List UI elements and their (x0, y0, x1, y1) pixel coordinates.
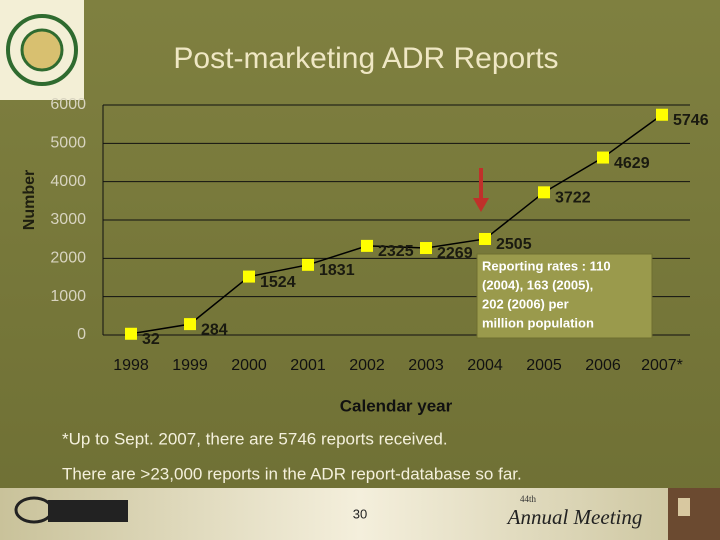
logo-mark (48, 500, 128, 522)
photo-window (678, 498, 690, 516)
y-tick-label: 4000 (50, 173, 86, 190)
arrow-head (473, 198, 489, 212)
page-number: 30 (353, 506, 367, 521)
meeting-name: Annual Meeting (506, 505, 643, 529)
dia-logo (14, 496, 128, 524)
marker (184, 318, 196, 331)
meeting-number: 44th (520, 494, 537, 504)
data-label: 5746 (673, 112, 709, 129)
data-label: 3722 (555, 190, 591, 207)
annotation-box (476, 253, 653, 339)
y-tick-label: 6000 (50, 96, 86, 113)
note: *Up to Sept. 2007, there are 5746 report… (62, 429, 448, 448)
data-label: 2325 (378, 243, 414, 260)
marker (538, 186, 550, 199)
marker (243, 270, 255, 283)
x-tick-label: 2007* (641, 357, 683, 374)
chart-title: Post-marketing ADR Reports (173, 42, 558, 75)
logo-emblem-core (20, 28, 64, 72)
marker (125, 327, 137, 340)
annotation: (2004), 163 (2005), (482, 277, 593, 292)
annotation: 202 (2006) per (482, 296, 569, 311)
y-tick-label: 1000 (50, 288, 86, 305)
marker (597, 151, 609, 164)
x-tick-label: 2005 (526, 357, 562, 374)
x-tick-label: 1999 (172, 357, 208, 374)
x-tick-label: 2004 (467, 357, 503, 374)
note: There are >23,000 reports in the ADR rep… (62, 464, 522, 483)
y-tick-label: 3000 (50, 211, 86, 228)
data-label: 32 (142, 331, 160, 348)
y-tick-label: 5000 (50, 135, 86, 152)
y-tick-label: 2000 (50, 250, 86, 267)
logo-emblem (6, 14, 78, 86)
y-axis-label: Number (21, 170, 38, 230)
data-label: 1524 (260, 274, 296, 291)
data-label: 4629 (614, 155, 650, 172)
marker (656, 108, 668, 121)
annotation: million population (482, 315, 594, 330)
data-label: 284 (201, 321, 228, 338)
line (130, 114, 663, 335)
data-label: 1831 (319, 262, 355, 279)
marker (420, 242, 432, 255)
x-tick-label: 2006 (585, 357, 621, 374)
y-tick-label: 0 (77, 326, 86, 343)
plot: 0 1000 2000 3000 4000 5000 6000 1998 1999 2000 200… (50, 96, 708, 374)
x-tick-label: 2002 (349, 357, 385, 374)
photo (668, 488, 720, 540)
marker (302, 258, 314, 271)
annotation: Reporting rates : 110 (482, 258, 611, 273)
marker (479, 232, 491, 245)
x-axis-label: Calendar year (340, 396, 453, 415)
data-label: 2269 (437, 245, 473, 262)
marker (361, 239, 373, 252)
x-tick-label: 2003 (408, 357, 444, 374)
x-tick-label: 2000 (231, 357, 267, 374)
x-tick-label: 1998 (113, 357, 149, 374)
data-label: 2505 (496, 236, 532, 253)
x-tick-label: 2001 (290, 357, 326, 374)
